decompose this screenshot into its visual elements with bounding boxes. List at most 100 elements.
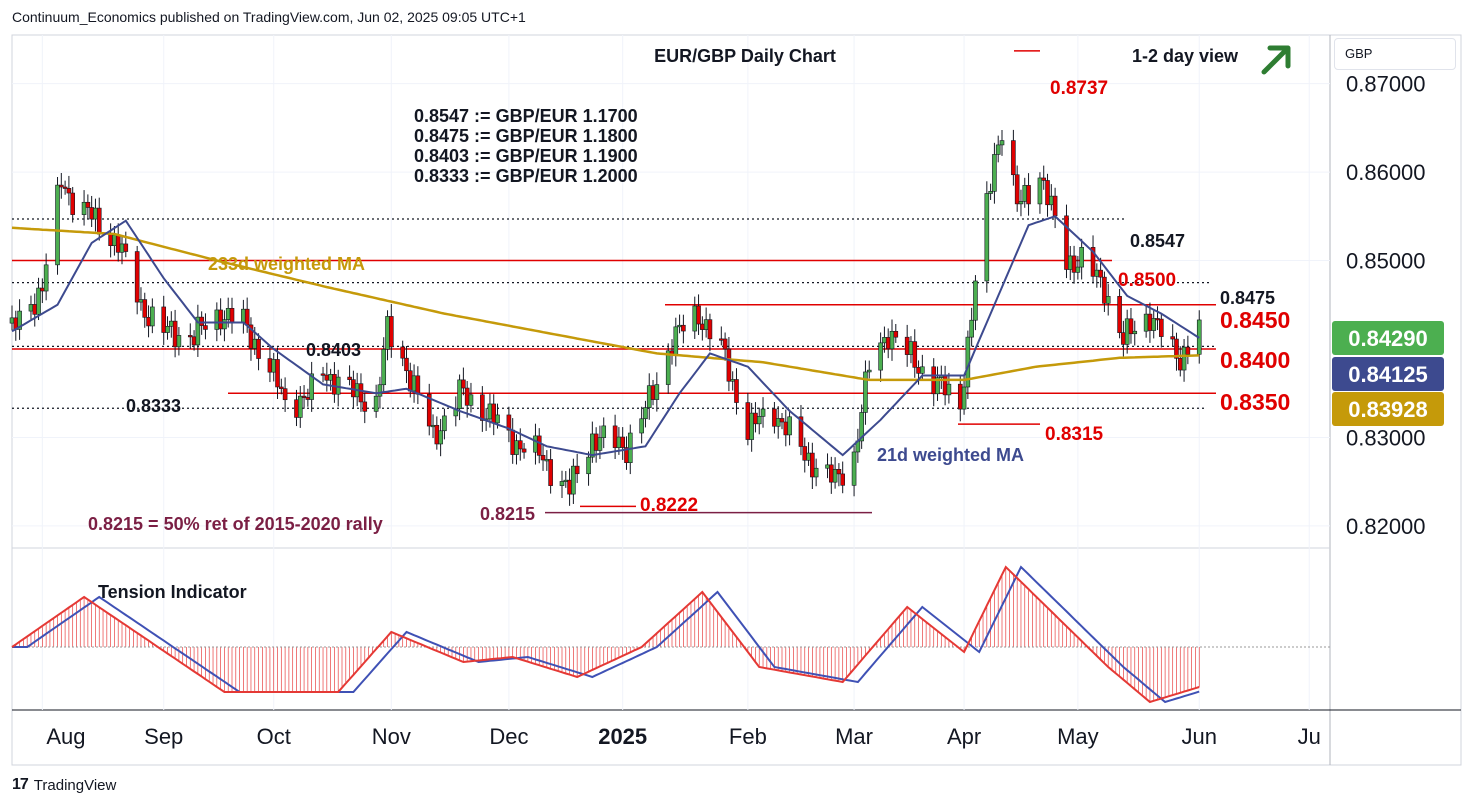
candle-body xyxy=(696,305,701,325)
level-label-0-8403: 0.8403 xyxy=(306,340,361,360)
candle-body xyxy=(40,287,45,292)
candle-body xyxy=(150,306,155,327)
y-tick-label: 0.87000 xyxy=(1346,72,1426,97)
candle-body xyxy=(332,374,337,395)
candle-body xyxy=(248,324,254,349)
candle-body xyxy=(544,459,550,462)
candle-body xyxy=(404,357,409,372)
candle-body xyxy=(1128,318,1134,335)
candle-body xyxy=(59,184,64,188)
candle-body xyxy=(438,430,443,445)
candle-body xyxy=(381,349,387,386)
x-tick-label: Ju xyxy=(1298,724,1321,749)
candle-body xyxy=(946,383,952,396)
candle-body xyxy=(241,308,246,323)
candle-body xyxy=(988,191,993,194)
candle-body xyxy=(70,192,75,215)
candle-body xyxy=(320,373,326,376)
price-tag-bg xyxy=(1332,392,1444,426)
candle-body xyxy=(878,342,883,371)
candle-body xyxy=(992,154,997,192)
candle-body xyxy=(802,446,808,461)
candle-body xyxy=(719,338,724,341)
candle-body xyxy=(411,375,417,392)
candle-body xyxy=(620,436,625,448)
candle-body xyxy=(548,459,553,486)
candle-body xyxy=(256,338,261,359)
candle-body xyxy=(1049,195,1054,206)
candle-body xyxy=(36,287,41,315)
candle-body xyxy=(1170,336,1175,340)
candle-body xyxy=(612,425,618,448)
candle-body xyxy=(43,264,49,292)
candle-body xyxy=(1018,201,1024,205)
candle-body xyxy=(1090,247,1096,277)
candle-body xyxy=(514,440,519,455)
candle-body xyxy=(138,299,144,303)
candle-body xyxy=(908,341,914,355)
footer: 17 TradingView xyxy=(12,776,116,794)
candle-body xyxy=(863,371,868,413)
candle-body xyxy=(328,374,333,381)
candle-body xyxy=(93,207,98,220)
level-label-0-8333: 0.8333 xyxy=(126,396,181,416)
footer-brand: TradingView xyxy=(33,776,117,794)
candle-body xyxy=(806,452,811,461)
candle-body xyxy=(172,320,178,348)
candle-body xyxy=(305,397,311,400)
candle-body xyxy=(590,433,595,458)
y-tick-label: 0.86000 xyxy=(1346,160,1426,185)
grid-lines xyxy=(11,34,1462,766)
candle-body xyxy=(995,144,1001,155)
candle-body xyxy=(199,316,204,326)
level-label-0-8475: 0.8475 xyxy=(1220,288,1275,308)
candle-body xyxy=(563,479,569,482)
price-tag-bg xyxy=(1332,321,1444,355)
candle-body xyxy=(165,326,170,333)
candle-body xyxy=(400,346,405,359)
candle-body xyxy=(389,316,394,348)
candle-body xyxy=(434,424,440,445)
candle-body xyxy=(813,467,819,478)
candle-body xyxy=(123,243,129,252)
candle-body xyxy=(442,415,447,432)
candle-body xyxy=(1117,296,1122,333)
price-tag-bg xyxy=(1332,357,1444,391)
candle-body xyxy=(62,186,68,189)
candle-body xyxy=(176,335,182,348)
candle-body xyxy=(491,403,497,424)
candle-body xyxy=(195,316,201,346)
candle-body xyxy=(1071,255,1077,273)
candle-body xyxy=(1041,177,1047,181)
axes: 0.87000 0.86000 0.85000 0.83000 0.82000 Aug Se… xyxy=(46,72,1425,749)
candle-body xyxy=(677,324,682,328)
candle-body xyxy=(593,433,599,451)
candle-body xyxy=(859,412,864,442)
candle-body xyxy=(665,350,671,385)
candle-body xyxy=(783,421,789,436)
candle-body xyxy=(480,394,485,421)
x-tick-label: 2025 xyxy=(598,724,647,749)
candle-body xyxy=(643,407,648,420)
candle-body xyxy=(1045,180,1050,206)
candle-body xyxy=(700,323,705,330)
candle-body xyxy=(28,304,34,312)
currency-label[interactable]: GBP xyxy=(1334,38,1456,70)
candle-body xyxy=(536,435,542,456)
candle-body xyxy=(506,414,512,431)
candle-body xyxy=(115,234,121,253)
candle-body xyxy=(271,359,277,373)
candle-body xyxy=(229,308,235,323)
publish-header: Continuum_Economics published on Trading… xyxy=(12,9,526,25)
candle-body xyxy=(510,429,515,455)
up-arrow-icon xyxy=(1261,45,1291,75)
candle-body xyxy=(1155,318,1160,321)
candle-body xyxy=(324,374,330,381)
candle-body xyxy=(430,424,436,428)
view-label: 1-2 day view xyxy=(1132,46,1239,66)
candle-body xyxy=(692,305,698,332)
candle-body xyxy=(134,251,140,303)
candle-body xyxy=(108,233,113,246)
candle-body xyxy=(32,304,38,315)
